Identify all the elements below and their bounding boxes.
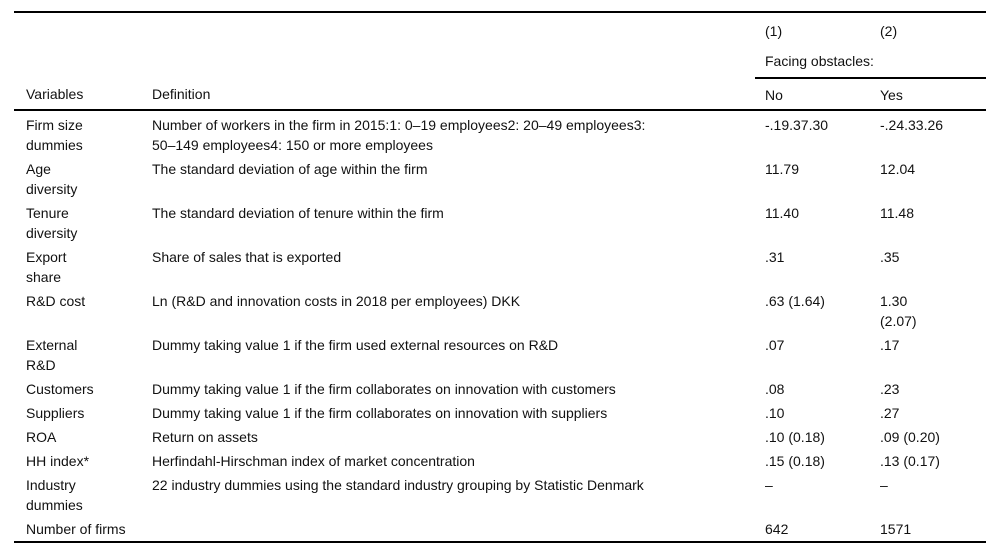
value-no: –	[765, 477, 773, 493]
table-row: ROA Return on assets .10 (0.18) .09 (0.2…	[14, 425, 986, 449]
group-header-facing-obstacles: Facing obstacles:	[755, 41, 986, 79]
variable-name: Export share	[26, 249, 67, 285]
value-no: .15 (0.18)	[765, 453, 825, 469]
variable-definition: Dummy taking value 1 if the firm collabo…	[152, 381, 616, 397]
value-yes: .35	[880, 249, 900, 265]
variable-name: R&D cost	[26, 293, 86, 309]
variable-definition: Dummy taking value 1 if the firm collabo…	[152, 405, 608, 421]
group-header-row: Facing obstacles:	[14, 41, 986, 79]
table-row: Number of firms 642 1571	[14, 517, 986, 542]
spacer-cell	[152, 12, 755, 41]
table-row: Tenure diversity The standard deviation …	[14, 201, 986, 245]
variable-name: External R&D	[26, 337, 78, 373]
variable-definition: Share of sales that is exported	[152, 249, 342, 265]
value-no: .08	[765, 381, 785, 397]
column-number-2: (2)	[880, 23, 898, 39]
variable-definition: The standard deviation of tenure within …	[152, 205, 444, 221]
variable-name: Age diversity	[26, 161, 78, 197]
col-header-definition: Definition	[152, 78, 755, 111]
value-no: -.19.37.30	[765, 117, 829, 133]
summary-statistics-table: (1) (2) Facing obstacles: Variables Defi…	[14, 11, 986, 543]
value-no: .10 (0.18)	[765, 429, 825, 445]
col-header-variables: Variables	[14, 78, 152, 111]
table-row: HH index* Herfindahl-Hirschman index of …	[14, 449, 986, 473]
variable-name: HH index*	[26, 453, 90, 469]
value-no: .63 (1.64)	[765, 293, 825, 309]
value-yes: 12.04	[880, 161, 916, 177]
variable-definition: Herfindahl-Hirschman index of market con…	[152, 453, 475, 469]
value-yes: .17	[880, 337, 900, 353]
variable-name: Customers	[26, 381, 94, 397]
variable-name: ROA	[26, 429, 57, 445]
value-yes: .23	[880, 381, 900, 397]
table-row: Customers Dummy taking value 1 if the fi…	[14, 377, 986, 401]
value-no: .10	[765, 405, 785, 421]
value-yes: .09 (0.20)	[880, 429, 940, 445]
value-yes: –	[880, 477, 888, 493]
variable-name: Industry dummies	[26, 477, 83, 513]
spacer-cell	[152, 41, 755, 78]
variable-name: Firm size dummies	[26, 117, 83, 153]
table-row: External R&D Dummy taking value 1 if the…	[14, 333, 986, 377]
table-row: Industry dummies 22 industry dummies usi…	[14, 473, 986, 517]
column-numbers-row: (1) (2)	[14, 12, 986, 41]
value-no: 11.40	[765, 205, 799, 221]
spacer-cell	[14, 41, 152, 78]
table-row: Export share Share of sales that is expo…	[14, 245, 986, 289]
table-row: Firm size dummies Number of workers in t…	[14, 110, 986, 157]
value-no: .31	[765, 249, 785, 265]
value-yes: 11.48	[880, 205, 914, 221]
value-yes: .13 (0.17)	[880, 453, 940, 469]
table-row: R&D cost Ln (R&D and innovation costs in…	[14, 289, 986, 333]
variable-definition: 22 industry dummies using the standard i…	[152, 477, 644, 493]
value-yes: 1571	[880, 521, 912, 537]
spacer-cell	[14, 12, 152, 41]
variable-definition: Dummy taking value 1 if the firm used ex…	[152, 337, 559, 353]
variable-name: Suppliers	[26, 405, 85, 421]
variable-definition	[152, 517, 755, 542]
variable-definition: Number of workers in the firm in 2015:1:…	[152, 117, 646, 153]
col-header-no: No	[755, 78, 880, 111]
table-row: Suppliers Dummy taking value 1 if the fi…	[14, 401, 986, 425]
column-number-1: (1)	[765, 23, 783, 39]
value-yes: -.24.33.26	[880, 117, 944, 133]
variable-name: Number of firms	[26, 521, 126, 537]
table-row: Age diversity The standard deviation of …	[14, 157, 986, 201]
value-yes: 1.30 (2.07)	[880, 293, 917, 329]
variable-definition: Ln (R&D and innovation costs in 2018 per…	[152, 293, 521, 309]
value-yes: .27	[880, 405, 900, 421]
value-no: 11.79	[765, 161, 799, 177]
column-headers-row: Variables Definition No Yes	[14, 78, 986, 111]
value-no: .07	[765, 337, 785, 353]
col-header-yes: Yes	[880, 78, 986, 111]
variable-name: Tenure diversity	[26, 205, 78, 241]
value-no: 642	[765, 521, 789, 537]
variable-definition: The standard deviation of age within the…	[152, 161, 428, 177]
variable-definition: Return on assets	[152, 429, 258, 445]
